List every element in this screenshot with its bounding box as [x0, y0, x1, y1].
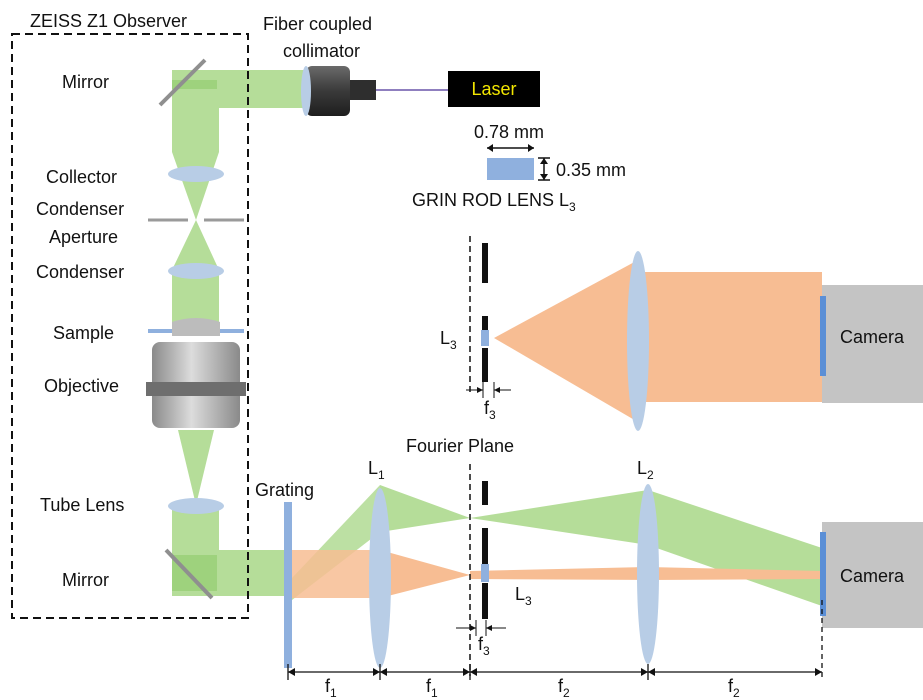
camera-upper: [820, 285, 923, 403]
label-l3-upper: L3: [440, 328, 457, 352]
grin-legend: [487, 144, 550, 181]
microscope-title: ZEISS Z1 Observer: [30, 11, 187, 31]
condenser-lens: [168, 263, 224, 279]
camera-lower: [820, 522, 923, 628]
label-condenser-aperture-2: Aperture: [49, 227, 118, 247]
label-camera-upper: Camera: [840, 327, 905, 347]
label-fiber-1: Fiber coupled: [263, 14, 372, 34]
label-l3-lower: L3: [515, 584, 532, 608]
focal-dimension-line: [287, 600, 823, 680]
label-grin-height: 0.35 mm: [556, 160, 626, 180]
label-mirror-bottom: Mirror: [62, 570, 109, 590]
lens-l1: [369, 488, 391, 668]
mirror-top: [158, 58, 207, 107]
laser-box: [448, 71, 540, 107]
label-grating: Grating: [255, 480, 314, 500]
label-f3-lower: f3: [478, 634, 490, 658]
fiber-collimator: [301, 66, 376, 116]
upper-f3-dimension: [466, 382, 511, 398]
collector-lens: [168, 166, 224, 182]
label-collector: Collector: [46, 167, 117, 187]
label-grin-caption: GRIN ROD LENS L3: [412, 190, 576, 214]
label-f3-upper: f3: [484, 398, 496, 422]
lower-f3-dimension: [456, 620, 506, 636]
label-l2: L2: [637, 458, 654, 482]
label-condenser-aperture-1: Condenser: [36, 199, 124, 219]
tube-lens: [168, 498, 224, 514]
label-grin-width: 0.78 mm: [474, 122, 544, 142]
label-dim-f2a: f2: [558, 676, 570, 700]
label-dim-f2b: f2: [728, 676, 740, 700]
mirror-bottom: [164, 548, 214, 600]
label-sample: Sample: [53, 323, 114, 343]
upper-beam: [494, 260, 822, 422]
label-fourier-plane: Fourier Plane: [406, 436, 514, 456]
microscope-frame: [11, 33, 249, 619]
grating: [284, 502, 292, 668]
upper-aperture: [481, 243, 489, 382]
lens-l2: [637, 484, 659, 664]
label-camera-lower: Camera: [840, 566, 905, 586]
lower-beams: [292, 485, 822, 606]
label-fiber-2: collimator: [283, 41, 360, 61]
label-objective: Objective: [44, 376, 119, 396]
label-condenser: Condenser: [36, 262, 124, 282]
objective: [146, 318, 246, 428]
laser-label: Laser: [471, 79, 516, 99]
upper-lens: [627, 251, 649, 431]
label-dim-f1a: f1: [325, 676, 337, 700]
label-dim-f1b: f1: [426, 676, 438, 700]
label-mirror-top: Mirror: [62, 72, 109, 92]
label-tube-lens: Tube Lens: [40, 495, 124, 515]
lower-aperture: [481, 481, 489, 619]
label-l1: L1: [368, 458, 385, 482]
